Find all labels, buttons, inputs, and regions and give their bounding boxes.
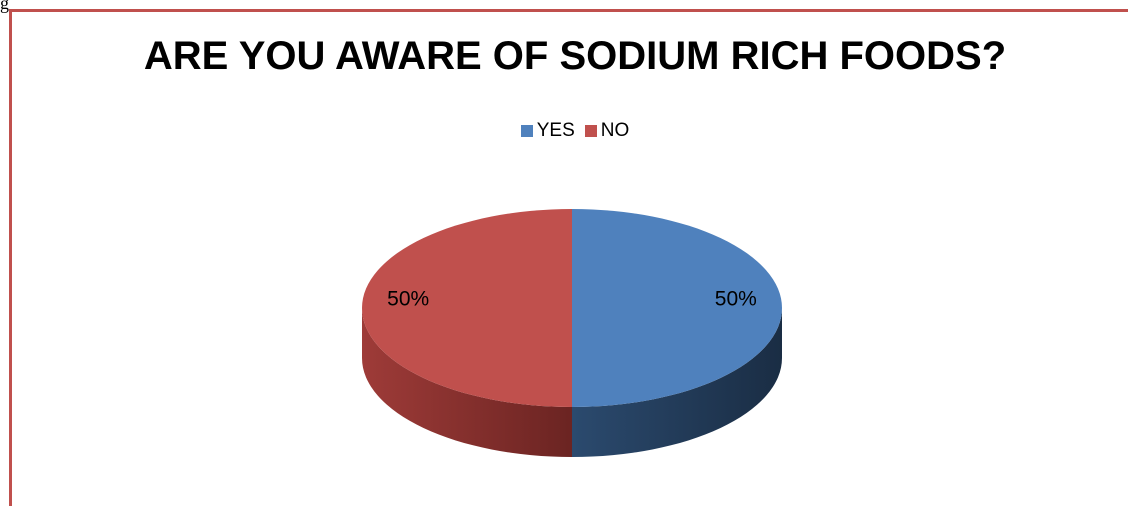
pie-slice-yes	[572, 209, 782, 407]
chart-title: ARE YOU AWARE OF SODIUM RICH FOODS?	[143, 34, 1007, 78]
legend-entry-yes: YES	[520, 120, 575, 142]
legend-swatch-no	[584, 125, 597, 137]
legend-swatch-yes	[520, 125, 533, 137]
pie-slice-no	[362, 209, 572, 407]
pie-side-yes	[572, 308, 782, 457]
legend-entry-no: NO	[584, 120, 630, 142]
legend-label-no: NO	[600, 120, 630, 141]
data-label-no: 50%	[387, 288, 429, 311]
pie-side-no	[362, 308, 572, 457]
data-label-yes: 50%	[715, 288, 757, 311]
frame-border-left	[9, 9, 12, 506]
chart-legend: YES NO	[0, 120, 1128, 142]
frame-border-top	[9, 9, 1128, 12]
legend-label-yes: YES	[536, 120, 575, 141]
page-fragment-text: g	[0, 0, 9, 13]
